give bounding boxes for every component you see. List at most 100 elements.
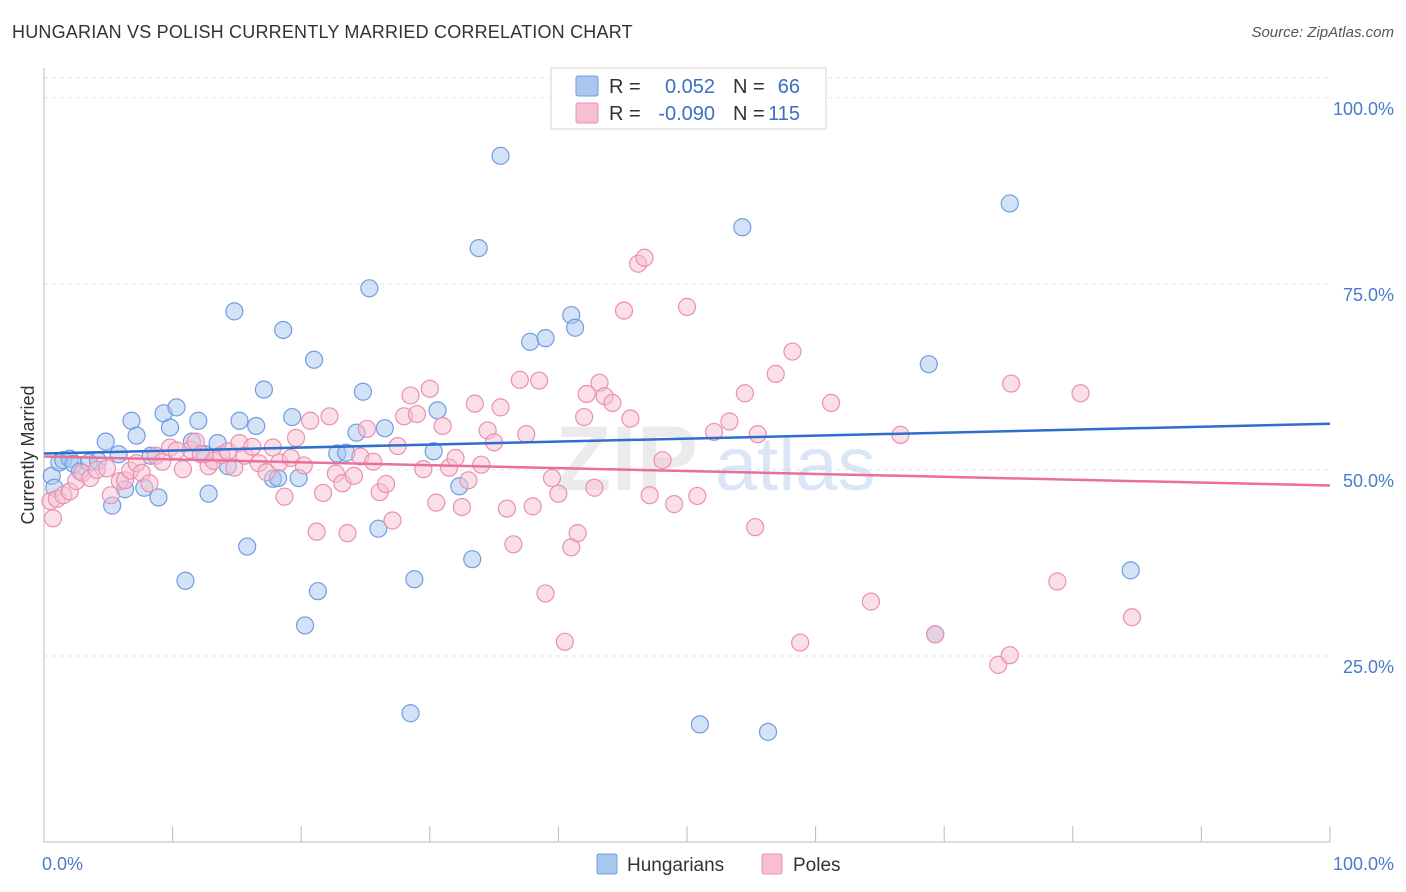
data-point-poles bbox=[704, 422, 724, 442]
data-point-poles bbox=[568, 524, 587, 543]
y-axis-tick-labels: 25.0% 50.0% 75.0% 100.0% bbox=[1333, 99, 1394, 677]
data-point-poles bbox=[43, 509, 63, 528]
data-point-poles bbox=[376, 474, 396, 494]
legend-r-label-hungarians: R = bbox=[609, 76, 641, 98]
data-point-poles bbox=[621, 409, 640, 428]
data-point-hungarians bbox=[295, 616, 315, 635]
data-point-hungarians bbox=[127, 426, 146, 445]
data-point-hungarians bbox=[199, 484, 218, 503]
data-point-hungarians bbox=[274, 320, 293, 340]
data-point-poles bbox=[357, 419, 376, 439]
data-point-hungarians bbox=[469, 239, 488, 258]
x-tick-label-min: 0.0% bbox=[42, 854, 83, 874]
data-point-poles bbox=[861, 592, 880, 611]
data-point-poles bbox=[301, 411, 320, 430]
data-point-poles bbox=[665, 495, 684, 514]
bottom-legend-label-poles: Poles bbox=[793, 855, 841, 876]
data-point-poles bbox=[523, 497, 542, 516]
data-point-hungarians bbox=[238, 537, 257, 556]
data-point-poles bbox=[549, 484, 568, 503]
trend-lines bbox=[43, 422, 1331, 487]
y-tick-label: 75.0% bbox=[1343, 285, 1394, 305]
data-point-poles bbox=[173, 460, 192, 479]
legend-r-label-poles: R = bbox=[609, 103, 641, 125]
data-point-hungarians bbox=[308, 582, 328, 601]
legend-n-label-hungarians: N = bbox=[733, 76, 765, 98]
data-point-hungarians bbox=[283, 407, 302, 427]
data-point-poles bbox=[640, 486, 659, 505]
legend-n-value-poles: 115 bbox=[768, 103, 800, 125]
data-point-poles bbox=[1000, 646, 1019, 665]
data-point-hungarians bbox=[189, 411, 208, 430]
data-point-poles bbox=[257, 463, 276, 482]
data-point-hungarians bbox=[360, 279, 379, 298]
data-point-poles bbox=[1001, 374, 1021, 393]
data-point-poles bbox=[989, 655, 1008, 674]
data-point-poles bbox=[677, 297, 697, 316]
data-point-poles bbox=[383, 511, 402, 530]
data-point-poles bbox=[465, 394, 484, 413]
y-tick-label: 50.0% bbox=[1343, 471, 1394, 491]
data-point-poles bbox=[530, 371, 549, 390]
data-point-poles bbox=[307, 522, 326, 541]
data-point-poles bbox=[344, 466, 364, 485]
data-point-hungarians bbox=[176, 571, 195, 590]
data-point-poles bbox=[452, 497, 472, 517]
data-point-poles bbox=[735, 384, 754, 403]
data-point-hungarians bbox=[428, 401, 447, 420]
x-axis-ticks bbox=[43, 826, 1331, 842]
data-point-hungarians bbox=[254, 380, 274, 399]
data-point-hungarians bbox=[521, 332, 540, 351]
y-tick-label: 25.0% bbox=[1343, 657, 1394, 677]
data-point-poles bbox=[286, 428, 306, 447]
data-point-hungarians bbox=[491, 146, 510, 165]
data-point-poles bbox=[446, 448, 465, 468]
data-point-poles bbox=[153, 452, 172, 471]
data-point-poles bbox=[748, 425, 767, 444]
data-point-poles bbox=[364, 452, 383, 471]
data-point-poles bbox=[577, 384, 596, 404]
data-point-poles bbox=[603, 393, 622, 413]
data-point-poles bbox=[1048, 572, 1067, 591]
data-point-poles bbox=[783, 342, 802, 361]
data-point-poles bbox=[517, 425, 536, 444]
data-point-hungarians bbox=[353, 382, 373, 401]
data-point-poles bbox=[243, 437, 262, 456]
data-point-poles bbox=[585, 478, 604, 497]
bottom-legend-label-hungarians: Hungarians bbox=[627, 855, 724, 876]
data-point-poles bbox=[294, 456, 313, 475]
data-point-poles bbox=[575, 407, 594, 427]
data-point-hungarians bbox=[375, 419, 394, 438]
stats-legend: R = 0.052 N = 66 R = -0.090 N = 115 bbox=[550, 67, 827, 130]
data-point-poles bbox=[791, 633, 810, 652]
legend-n-value-hungarians: 66 bbox=[778, 76, 800, 98]
data-point-poles bbox=[420, 379, 439, 398]
data-point-poles bbox=[635, 248, 654, 267]
data-point-hungarians bbox=[1121, 561, 1140, 580]
data-point-poles bbox=[720, 412, 739, 431]
data-point-poles bbox=[338, 524, 357, 543]
data-point-hungarians bbox=[536, 329, 555, 348]
data-point-hungarians bbox=[1000, 194, 1019, 213]
data-point-poles bbox=[497, 499, 517, 518]
legend-n-label-poles: N = bbox=[733, 103, 765, 125]
data-point-poles bbox=[614, 301, 634, 320]
data-point-poles bbox=[688, 486, 707, 506]
data-point-hungarians bbox=[369, 519, 388, 538]
data-point-poles bbox=[320, 407, 339, 426]
x-tick-label-max: 100.0% bbox=[1333, 854, 1394, 874]
data-point-hungarians bbox=[304, 350, 324, 369]
legend-swatch-hungarians bbox=[575, 75, 599, 97]
data-point-poles bbox=[472, 455, 491, 474]
data-point-poles bbox=[926, 625, 945, 644]
data-point-hungarians bbox=[247, 416, 266, 436]
data-point-hungarians bbox=[733, 218, 752, 237]
data-point-poles bbox=[140, 474, 159, 493]
data-point-hungarians bbox=[405, 570, 424, 589]
data-point-poles bbox=[746, 518, 765, 537]
chart-title: HUNGARIAN VS POLISH CURRENTLY MARRIED CO… bbox=[12, 22, 633, 42]
trend-line-poles bbox=[43, 455, 1331, 487]
data-point-poles bbox=[1071, 384, 1090, 403]
series-poles-points bbox=[41, 248, 1142, 674]
data-point-hungarians bbox=[109, 445, 128, 464]
